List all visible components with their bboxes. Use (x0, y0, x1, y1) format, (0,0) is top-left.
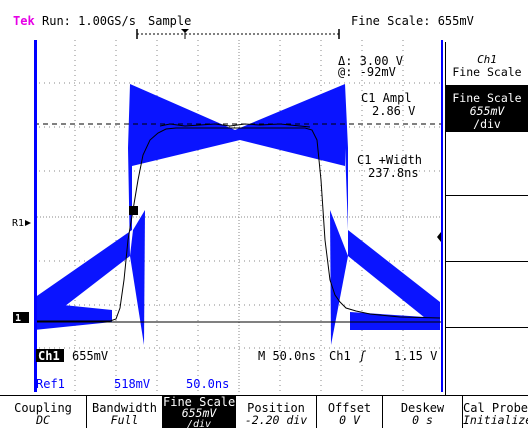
position-button[interactable]: Position -2.20 div (236, 396, 317, 428)
cal-probe-button[interactable]: Cal Probe Initialized (463, 396, 528, 428)
side-softkey-5[interactable] (445, 262, 528, 328)
offset-button[interactable]: Offset 0 V (317, 396, 383, 428)
fine-scale-button-unit: /div (163, 419, 235, 430)
side-menu: Ch1 Fine Scale Fine Scale 655mV /div (445, 40, 528, 395)
side-softkey-3[interactable] (445, 132, 528, 196)
bandwidth-button[interactable]: Bandwidth Full (87, 396, 163, 428)
side-menu-title-line2: Fine Scale (446, 66, 528, 79)
meas1-label: C1 Ampl (361, 91, 412, 105)
at-readout: @: -92mV (338, 65, 396, 79)
run-status: Run: 1.00GS/s (42, 14, 136, 28)
trig-level-readout: 1.15 V (394, 349, 437, 363)
ref1-marker-arrow (25, 220, 31, 226)
screen-frame (34, 40, 37, 392)
fine-scale-softkey-unit: /div (446, 118, 528, 131)
side-menu-title: Ch1 Fine Scale (445, 42, 528, 86)
deskew-button[interactable]: Deskew 0 s (383, 396, 463, 428)
offset-value: 0 V (317, 414, 382, 426)
fine-scale-softkey[interactable]: Fine Scale 655mV /div (445, 86, 528, 132)
ch1-scale-readout: 655mV (72, 349, 108, 363)
screen-frame-right (441, 40, 443, 392)
deskew-value: 0 s (383, 414, 462, 426)
meas2-label: C1 +Width (357, 153, 422, 167)
ref1-scale-readout: 518mV (114, 377, 150, 391)
position-value: -2.20 div (236, 414, 316, 426)
meas2-value: 237.8ns (368, 166, 419, 180)
ref1-time-readout: 50.0ns (186, 377, 229, 391)
coupling-button[interactable]: Coupling DC (0, 396, 87, 428)
timebase-readout: M 50.0ns (258, 349, 316, 363)
fine-scale-button-value: 655mV (163, 408, 235, 419)
acquisition-mode: Sample (148, 14, 191, 28)
trig-channel-readout: Ch1 (329, 349, 351, 363)
cal-probe-value: Initialized (463, 414, 528, 426)
ref1-marker[interactable]: R1 (12, 218, 24, 229)
bandwidth-value: Full (87, 414, 162, 426)
side-softkey-4[interactable] (445, 196, 528, 262)
side-softkey-6[interactable] (445, 328, 528, 395)
crossing-marker (129, 206, 138, 215)
brand-logo: Tek (13, 14, 35, 28)
status-bar: Tek Run: 1.00GS/s Sample Fine Scale: 655… (0, 0, 528, 40)
trig-slope-icon: ʃ (359, 349, 366, 363)
waveform-display[interactable]: R1 1 Δ: 3.00 V @: -92mV C1 Ampl 2.86 V C… (0, 40, 445, 395)
meas1-value: 2.86 V (372, 104, 415, 118)
fine-scale-button[interactable]: Fine Scale 655mV /div (163, 396, 236, 428)
bottom-menu: Coupling DC Bandwidth Full Fine Scale 65… (0, 395, 528, 428)
record-position-bracket (136, 29, 340, 39)
ref1-readout-label: Ref1 (36, 377, 65, 391)
ch1-readout-label: Ch1 (38, 349, 60, 363)
coupling-value: DC (0, 414, 86, 426)
fine-scale-readout: Fine Scale: 655mV (351, 14, 474, 28)
ch1-ground-marker-label: 1 (15, 313, 21, 324)
